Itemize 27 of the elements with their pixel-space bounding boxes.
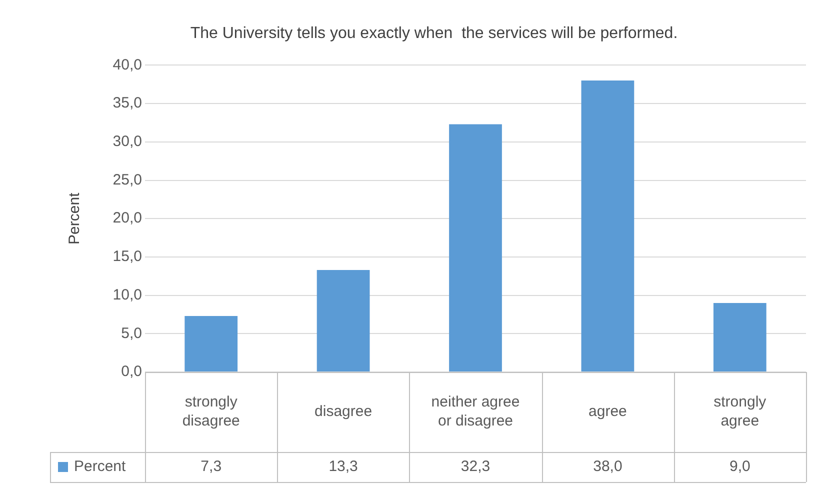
bar [184,316,238,372]
y-tick-label: 35,0 [112,94,142,112]
y-tick-label: 15,0 [112,248,142,266]
legend-label: Percent [74,458,127,476]
y-tick-label: 5,0 [121,324,142,342]
data-label: 38,0 [593,458,622,476]
y-tick-label: 20,0 [112,210,142,227]
data-label: 32,3 [460,458,490,476]
data-label: 9,0 [729,458,750,476]
bar [581,80,634,372]
y-axis-title: Percent [66,192,84,244]
y-tick-label: 25,0 [112,171,142,188]
y-tick-label: 30,0 [112,133,142,150]
y-tick-label: 40,0 [112,56,142,74]
x-tick-label: disagree [314,403,372,420]
bar [316,270,370,372]
y-tick-label: 10,0 [112,286,142,304]
data-label: 13,3 [328,458,358,476]
x-tick-label: strongly agree [714,394,767,430]
x-tick-label: agree [588,403,627,420]
data-label: 7,3 [200,458,222,476]
bar [713,302,766,372]
bar [449,124,502,372]
y-tick-label: 0,0 [121,363,142,380]
x-tick-label: neither agree or disagree [431,394,520,430]
x-tick-label: strongly disagree [182,394,240,430]
chart-title: The University tells you exactly when the services will be performed. [190,25,678,42]
